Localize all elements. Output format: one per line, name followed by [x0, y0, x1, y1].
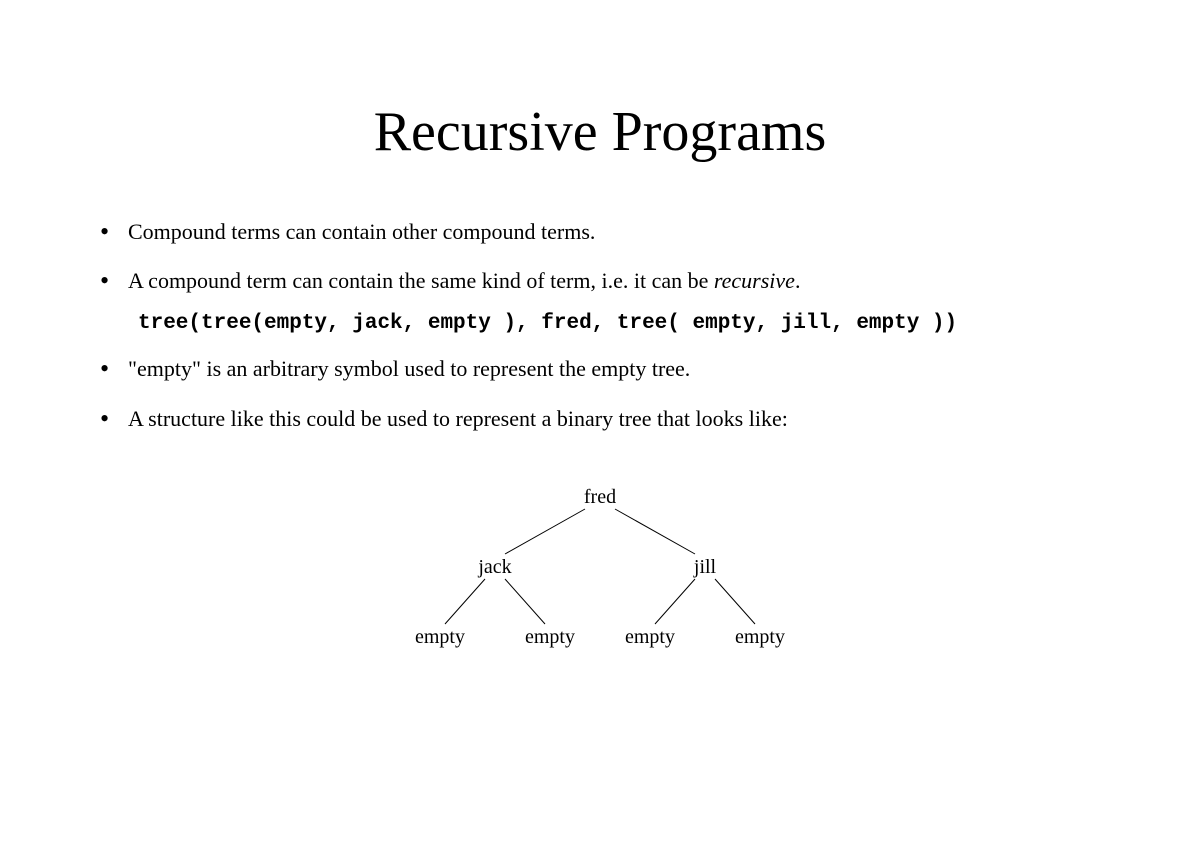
tree-node-jill: jill: [694, 556, 716, 579]
bullet-item-2: A compound term can contain the same kin…: [100, 263, 1130, 298]
code-expression: tree(tree(empty, jack, empty ), fred, tr…: [138, 312, 1130, 335]
bullet-item-3: "empty" is an arbitrary symbol used to r…: [100, 351, 1130, 386]
tree-node-e2: empty: [525, 626, 575, 649]
tree-node-jack: jack: [478, 556, 511, 579]
bullet-2-pre: A compound term can contain the same kin…: [128, 268, 714, 293]
bullet-2-post: .: [795, 268, 801, 293]
tree-node-e4: empty: [735, 626, 785, 649]
bullet-item-4: A structure like this could be used to r…: [100, 401, 1130, 436]
slide-title: Recursive Programs: [70, 100, 1130, 164]
bullet-2-em: recursive: [714, 268, 795, 293]
tree-node-e3: empty: [625, 626, 675, 649]
binary-tree-diagram: fred jack jill empty empty empty empty: [350, 476, 850, 676]
bullet-list-2: "empty" is an arbitrary symbol used to r…: [70, 351, 1130, 435]
tree-node-e1: empty: [415, 626, 465, 649]
bullet-list: Compound terms can contain other compoun…: [70, 214, 1130, 298]
tree-node-fred: fred: [584, 486, 616, 509]
bullet-item-1: Compound terms can contain other compoun…: [100, 214, 1130, 249]
